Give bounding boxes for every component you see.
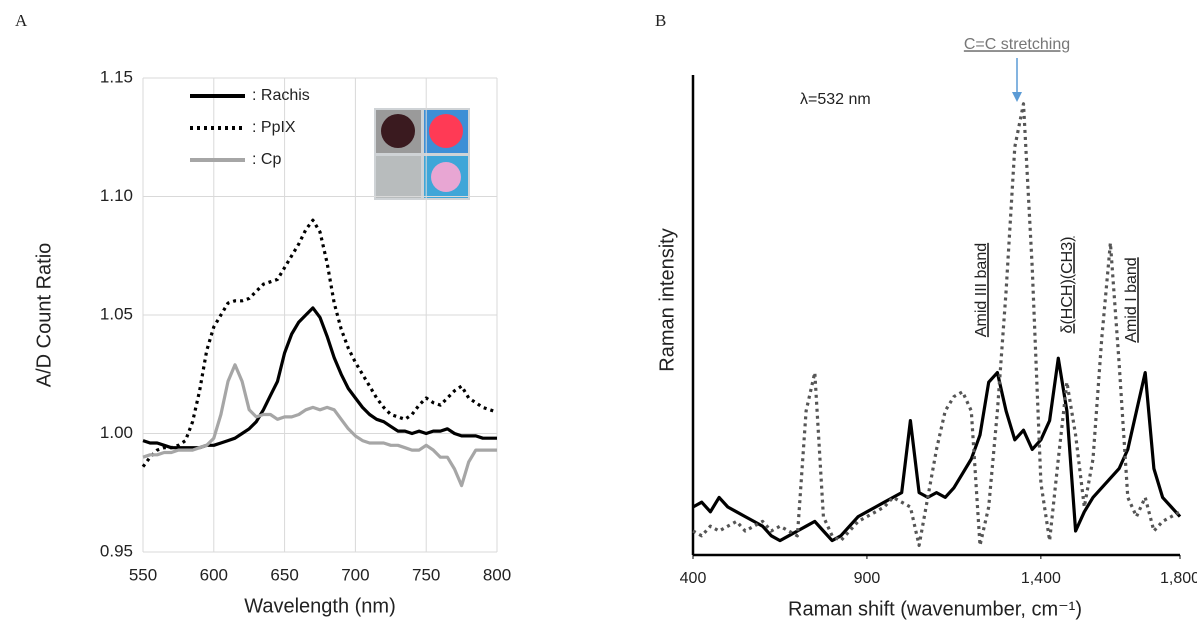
annotation: λ=532 nm: [800, 91, 871, 108]
x-tick-label: 650: [270, 565, 298, 584]
inset-photo: [374, 108, 470, 200]
annotation: Amid III band: [973, 243, 990, 337]
y-tick-label: 1.10: [100, 186, 133, 205]
y-tick-label: 1.00: [100, 423, 133, 442]
series-line: [142, 306, 497, 450]
x-tick-label: 750: [412, 565, 440, 584]
series-line: [141, 218, 498, 468]
x-tick-label: 1,800: [1160, 570, 1197, 587]
annotation: Amid I band: [1123, 257, 1140, 342]
x-tick-label: 400: [680, 570, 707, 587]
legend-label: : Cp: [252, 151, 281, 168]
x-tick-label: 900: [854, 570, 881, 587]
series-line: [692, 102, 1181, 548]
x-axis-title: Raman shift (wavenumber, cm⁻¹): [788, 598, 1082, 620]
y-tick-label: 1.05: [100, 304, 133, 323]
x-axis-title: Wavelength (nm): [244, 595, 396, 617]
annotation: C=C stretching: [964, 36, 1070, 53]
x-tick-label: 600: [200, 565, 228, 584]
y-tick-label: 1.15: [100, 67, 133, 86]
x-tick-label: 550: [129, 565, 157, 584]
series-line: [142, 363, 497, 488]
x-tick-label: 800: [483, 565, 511, 584]
series-line: [692, 356, 1182, 543]
panel-label: A: [15, 11, 28, 30]
y-axis-title: A/D Count Ratio: [33, 243, 55, 388]
y-axis-title: Raman intensity: [656, 228, 678, 371]
legend-label: : Rachis: [252, 87, 310, 104]
x-tick-label: 1,400: [1021, 570, 1061, 587]
annotation: δ(HCH)(CH3): [1059, 237, 1076, 334]
annotation-arrows: [1012, 58, 1022, 102]
legend-label: : PpIX: [252, 119, 296, 136]
y-tick-label: 0.95: [100, 541, 133, 560]
panel-label: B: [655, 11, 666, 30]
x-tick-label: 700: [341, 565, 369, 584]
